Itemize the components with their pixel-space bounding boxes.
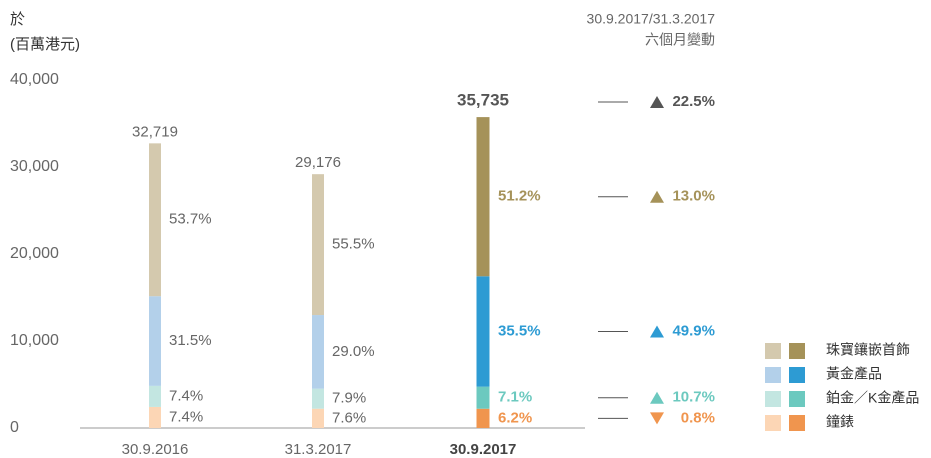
legend-swatch [765,391,781,407]
y-tick-label: 0 [10,419,19,436]
y-tick-label: 10,000 [10,332,59,349]
bar-segment [312,408,324,428]
legend-swatch [765,367,781,383]
x-tick-label: 30.9.2017 [450,441,517,458]
legend-swatch [765,343,781,359]
segment-label: 51.2% [498,188,541,205]
segment-label: 55.5% [332,236,375,253]
y-tick-label: 40,000 [10,71,59,88]
bar-segment [149,406,161,428]
legend-swatch [765,415,781,431]
change-arrow [650,412,664,425]
bar-segment [476,117,490,277]
bar-segment [149,143,161,297]
segment-label: 31.5% [169,332,212,349]
legend-label: 珠寶鑲嵌首飾 [826,342,910,358]
bar-segment [149,296,161,386]
total-label: 35,735 [457,91,509,110]
bar-segment [149,385,161,407]
x-tick-label: 30.9.2016 [122,441,189,458]
segment-label: 53.7% [169,211,212,228]
bar-segment [476,386,490,409]
legend-swatch [789,343,805,359]
change-label: 0.8% [681,409,715,426]
total-label: 32,719 [132,123,178,140]
legend-label: 黃金產品 [826,366,882,382]
bar-segment [476,276,490,387]
change-arrow [650,391,664,404]
legend-swatch [789,415,805,431]
legend-label: 鉑金／K金產品 [826,390,919,406]
change-arrow [650,190,664,203]
x-tick-label: 31.3.2017 [285,441,352,458]
segment-label: 7.9% [332,390,366,407]
legend-label: 鐘錶 [826,414,854,430]
segment-label: 29.0% [332,343,375,360]
segment-label: 7.4% [169,387,203,404]
segment-label: 6.2% [498,409,532,426]
change-label: 22.5% [672,93,715,110]
change-arrow [650,325,664,338]
total-label: 29,176 [295,154,341,171]
y-axis-label: (百萬港元) [10,36,80,53]
change-arrow [650,96,664,108]
legend-swatch [789,391,805,407]
change-label: 49.9% [672,322,715,339]
change-label: 10.7% [672,389,715,406]
legend-swatch [789,367,805,383]
segment-label: 7.1% [498,389,532,406]
segment-label: 7.6% [332,409,366,426]
bar-segment [312,388,324,409]
bar-segment [476,408,490,428]
y-tick-label: 30,000 [10,158,59,175]
change-title: 30.9.2017/31.3.2017 [587,11,716,27]
y-axis-label: 於 [10,11,25,28]
bar-segment [312,174,324,316]
bar-segment [312,315,324,389]
change-label: 13.0% [672,188,715,205]
y-tick-label: 20,000 [10,245,59,262]
change-title: 六個月變動 [645,32,715,48]
segment-label: 7.4% [169,408,203,425]
segment-label: 35.5% [498,322,541,339]
